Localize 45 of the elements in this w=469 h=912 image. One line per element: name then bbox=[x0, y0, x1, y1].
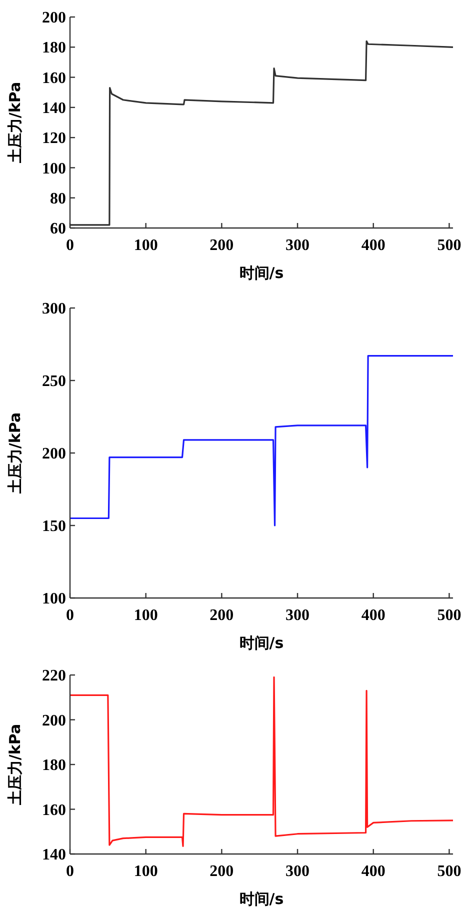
y-tick-label: 220 bbox=[42, 668, 66, 685]
y-tick-label: 150 bbox=[42, 518, 66, 536]
x-tick-label: 200 bbox=[210, 607, 234, 624]
x-tick-label: 100 bbox=[134, 237, 158, 254]
y-tick-label: 300 bbox=[42, 300, 66, 318]
y-axis-title: 土压力/kPa bbox=[6, 724, 24, 806]
y-tick-label: 80 bbox=[50, 190, 66, 208]
x-tick-label: 400 bbox=[361, 237, 386, 254]
x-tick-label: 0 bbox=[66, 607, 74, 624]
x-tick-label: 0 bbox=[66, 863, 74, 880]
x-axis-title: 时间/s bbox=[239, 264, 284, 282]
y-tick-label: 60 bbox=[50, 220, 66, 238]
y-tick-label: 200 bbox=[42, 446, 66, 463]
x-tick-label: 300 bbox=[286, 237, 310, 254]
y-tick-label: 250 bbox=[42, 373, 66, 390]
x-axis-title: 时间/s bbox=[239, 890, 284, 908]
y-tick-label: 160 bbox=[42, 70, 66, 87]
x-tick-label: 300 bbox=[286, 607, 310, 624]
x-tick-label: 100 bbox=[134, 863, 158, 880]
y-tick-label: 160 bbox=[42, 802, 66, 819]
x-tick-label: 0 bbox=[66, 237, 74, 254]
x-tick-label: 100 bbox=[134, 607, 158, 624]
y-tick-label: 120 bbox=[42, 130, 66, 148]
x-tick-label: 200 bbox=[210, 237, 234, 254]
y-tick-label: 200 bbox=[42, 712, 66, 730]
y-tick-label: 100 bbox=[42, 590, 66, 608]
y-tick-label: 100 bbox=[42, 160, 66, 178]
x-tick-label: 200 bbox=[210, 863, 234, 880]
x-axis-title: 时间/s bbox=[239, 634, 284, 652]
x-tick-label: 500 bbox=[437, 607, 462, 624]
line-series bbox=[69, 40, 454, 226]
x-tick-label: 300 bbox=[286, 863, 310, 880]
x-tick-label: 400 bbox=[361, 607, 386, 624]
y-tick-label: 180 bbox=[42, 757, 66, 774]
line-series bbox=[69, 676, 454, 847]
line-series bbox=[69, 355, 454, 526]
y-tick-label: 180 bbox=[42, 40, 66, 57]
x-tick-label: 500 bbox=[437, 237, 462, 254]
y-axis-title: 土压力/kPa bbox=[6, 412, 24, 495]
x-tick-label: 500 bbox=[437, 863, 462, 880]
y-tick-label: 140 bbox=[42, 100, 66, 118]
y-tick-label: 200 bbox=[42, 10, 66, 27]
x-tick-label: 400 bbox=[361, 863, 386, 880]
y-tick-label: 140 bbox=[42, 846, 66, 864]
y-axis-title: 土压力/kPa bbox=[6, 82, 24, 164]
